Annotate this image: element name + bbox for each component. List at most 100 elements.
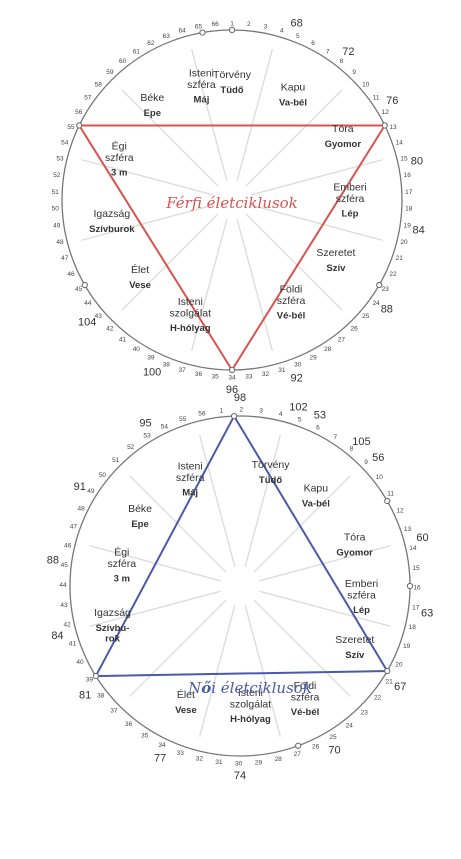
female-tick-label: 20 bbox=[395, 661, 403, 668]
female-sector-name: Törvény bbox=[252, 459, 291, 471]
female-sector-organ-line: Va-bél bbox=[302, 499, 330, 510]
male-sector-organ-line: Máj bbox=[194, 95, 210, 106]
male-age-label: 100 bbox=[143, 366, 161, 378]
female-tick-label: 21 bbox=[386, 679, 394, 686]
male-sector-organ: Vese bbox=[129, 280, 151, 291]
female-tick-label: 41 bbox=[69, 641, 77, 648]
male-sector-name: Béke bbox=[140, 92, 164, 104]
female-sector-organ: Máj bbox=[182, 488, 198, 499]
male-sector-organ: Epe bbox=[144, 108, 161, 119]
female-tick-label: 18 bbox=[409, 624, 417, 631]
female-sector-organ-line: H-hólyag bbox=[230, 714, 271, 725]
female-ring-dot bbox=[384, 497, 391, 505]
male-tick-label: 55 bbox=[67, 124, 75, 131]
male-sector-name-line: Isteni bbox=[189, 68, 214, 80]
female-age-label: 56 bbox=[372, 452, 384, 464]
male-tick-label: 16 bbox=[404, 172, 412, 179]
female-age-label: 53 bbox=[314, 410, 326, 422]
male-tick-label: 33 bbox=[245, 373, 253, 380]
male-tick-label: 2 bbox=[247, 21, 251, 28]
female-tick-label: 15 bbox=[412, 565, 420, 572]
female-sector-organ-line: Lép bbox=[353, 605, 370, 616]
male-tick-label: 46 bbox=[67, 271, 75, 278]
female-tick-label: 27 bbox=[294, 751, 302, 758]
male-tick-label: 48 bbox=[56, 239, 64, 246]
female-tick-label: 42 bbox=[64, 621, 72, 628]
female-sector-name-line: Törvény bbox=[252, 459, 291, 471]
male-tick-label: 25 bbox=[362, 313, 370, 320]
female-age-label: 95 bbox=[139, 417, 151, 429]
female-tick-label: 5 bbox=[298, 417, 302, 424]
male-sector-name: Földi szféra bbox=[277, 284, 306, 308]
male-tick-label: 54 bbox=[61, 139, 69, 146]
male-spoke bbox=[121, 213, 219, 311]
female-spoke bbox=[198, 605, 236, 737]
male-tick-label: 56 bbox=[75, 109, 83, 116]
female-sector-name-line: Isteni bbox=[238, 687, 263, 699]
female-tick-label: 9 bbox=[364, 459, 368, 466]
male-tick-label: 24 bbox=[373, 300, 381, 307]
female-title-rest: i életciklusok bbox=[211, 679, 312, 697]
male-age-label: 84 bbox=[413, 225, 425, 237]
female-sector-organ: Epe bbox=[131, 519, 148, 530]
female-tick-label: 22 bbox=[374, 695, 382, 702]
female-sector-name: Égi szféra bbox=[108, 546, 137, 571]
female-tick-label: 40 bbox=[76, 659, 84, 666]
female-tick-label: 28 bbox=[274, 756, 282, 763]
female-sector-organ: Szívbu-rok bbox=[96, 623, 130, 644]
male-sector-organ: Tüdő bbox=[220, 85, 243, 96]
female-sector-name: Igazság bbox=[94, 607, 131, 619]
female-spoke bbox=[253, 599, 351, 697]
female-tick-label: 56 bbox=[198, 410, 206, 417]
male-sector-name: Emberi szféra bbox=[333, 182, 366, 206]
female-sector-name-line: Béke bbox=[128, 503, 152, 515]
male-tick-label: 22 bbox=[389, 271, 397, 278]
female-tick-label: 13 bbox=[404, 526, 412, 533]
female-tick-label: 44 bbox=[59, 582, 67, 589]
male-tick-label: 29 bbox=[309, 355, 317, 362]
male-sector-name: Élet bbox=[131, 263, 149, 276]
male-tick-label: 23 bbox=[382, 286, 390, 293]
female-spoke bbox=[129, 599, 227, 697]
female-tick-label: 10 bbox=[376, 474, 384, 481]
male-sector-organ-line: Tüdő bbox=[220, 85, 243, 96]
male-tick-label: 5 bbox=[296, 33, 300, 40]
male-age-label: 104 bbox=[78, 316, 96, 328]
male-age-label: 80 bbox=[411, 156, 423, 168]
male-life-cycle-wheel: 1 2 34567891011121314151617181920212223242… bbox=[52, 17, 425, 396]
male-sector-organ-line: Vé-bél bbox=[277, 311, 306, 322]
female-tick-label: 31 bbox=[215, 759, 223, 766]
male-tick-label: 10 bbox=[362, 81, 370, 88]
female-tick-label: 39 bbox=[86, 676, 94, 683]
male-sector-name-line: Égi bbox=[112, 139, 127, 152]
male-age-label: 76 bbox=[386, 95, 398, 107]
female-title-accent: ő bbox=[201, 679, 211, 697]
male-sector-organ-line: Vese bbox=[129, 280, 151, 291]
male-title: Férfi életciklusok bbox=[165, 194, 298, 212]
female-tick-label: 54 bbox=[161, 423, 169, 430]
male-sector-organ-line: Lép bbox=[342, 209, 359, 220]
female-age-label: 74 bbox=[234, 770, 246, 782]
male-tick-label: 17 bbox=[405, 189, 413, 196]
male-sector-name-line: Isteni bbox=[178, 296, 203, 308]
female-sector-name-line: Szeretet bbox=[335, 634, 374, 646]
female-tick-label: 50 bbox=[99, 472, 107, 479]
female-tick-label: 1 bbox=[220, 407, 224, 414]
male-tick-label: 62 bbox=[147, 40, 155, 47]
male-spoke bbox=[236, 49, 274, 181]
female-ring-dot bbox=[230, 413, 238, 420]
female-age-label: 88 bbox=[47, 555, 59, 567]
male-age-label: 96 bbox=[226, 384, 238, 396]
female-tick-label: 26 bbox=[312, 743, 320, 750]
female-sector-organ: Szív bbox=[345, 650, 365, 661]
female-sector-name-line: Földi bbox=[294, 680, 317, 692]
female-tick-label: 11 bbox=[387, 490, 394, 497]
male-ring-dot bbox=[381, 122, 388, 129]
female-tick-label: 12 bbox=[396, 508, 404, 515]
female-sector-name: Tóra bbox=[344, 531, 366, 543]
female-tick-label: 29 bbox=[255, 759, 263, 766]
male-spoke bbox=[81, 204, 213, 242]
female-spoke bbox=[259, 590, 391, 628]
female-tick-label: 51 bbox=[112, 457, 120, 464]
male-tick-label: 66 bbox=[212, 21, 220, 28]
